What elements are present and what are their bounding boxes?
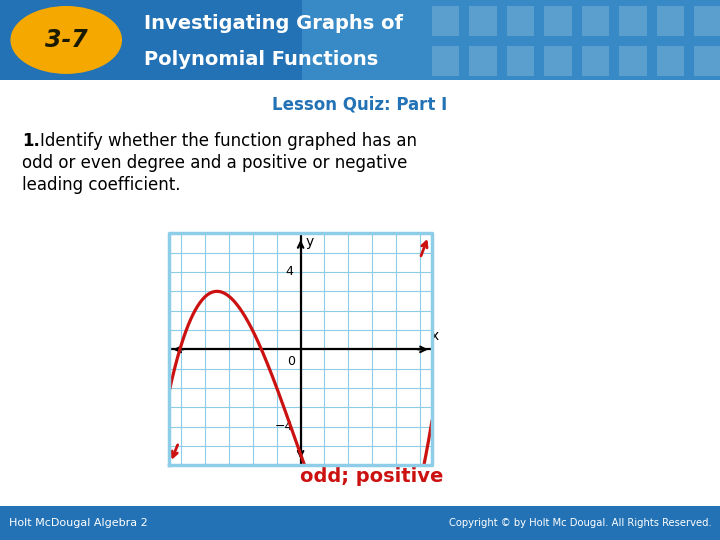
Bar [657,5,684,36]
Bar [544,45,572,76]
Text: Holt McDougal Algebra 2: Holt McDougal Algebra 2 [9,518,148,528]
Text: x: x [431,329,439,342]
Text: Copyright © by Holt Mc Dougal. All Rights Reserved.: Copyright © by Holt Mc Dougal. All Right… [449,518,711,528]
Text: Investigating Graphs of: Investigating Graphs of [144,15,403,33]
Bar [432,5,459,36]
Bar [582,5,609,36]
Text: −4: −4 [275,420,294,433]
Text: odd; positive: odd; positive [300,467,444,486]
Text: Identify whether the function graphed has an: Identify whether the function graphed ha… [40,132,417,150]
Text: 3-7: 3-7 [45,28,88,52]
Bar [657,45,684,76]
Bar [507,45,534,76]
Bar [544,5,572,36]
Text: 0: 0 [287,355,294,368]
Bar [469,5,497,36]
Text: 1.: 1. [22,132,40,150]
Text: odd or even degree and a positive or negative: odd or even degree and a positive or neg… [22,154,408,172]
Bar [469,45,497,76]
Bar [432,45,459,76]
Text: Lesson Quiz: Part I: Lesson Quiz: Part I [272,96,448,114]
Bar [302,0,720,80]
Text: 4: 4 [286,266,294,279]
Bar [582,45,609,76]
Text: leading coefficient.: leading coefficient. [22,176,181,194]
Bar [694,45,720,76]
Bar [694,5,720,36]
Text: Polynomial Functions: Polynomial Functions [144,50,378,69]
Bar [619,45,647,76]
Bar [507,5,534,36]
Bar [619,5,647,36]
Text: y: y [305,235,314,249]
Ellipse shape [10,6,122,74]
